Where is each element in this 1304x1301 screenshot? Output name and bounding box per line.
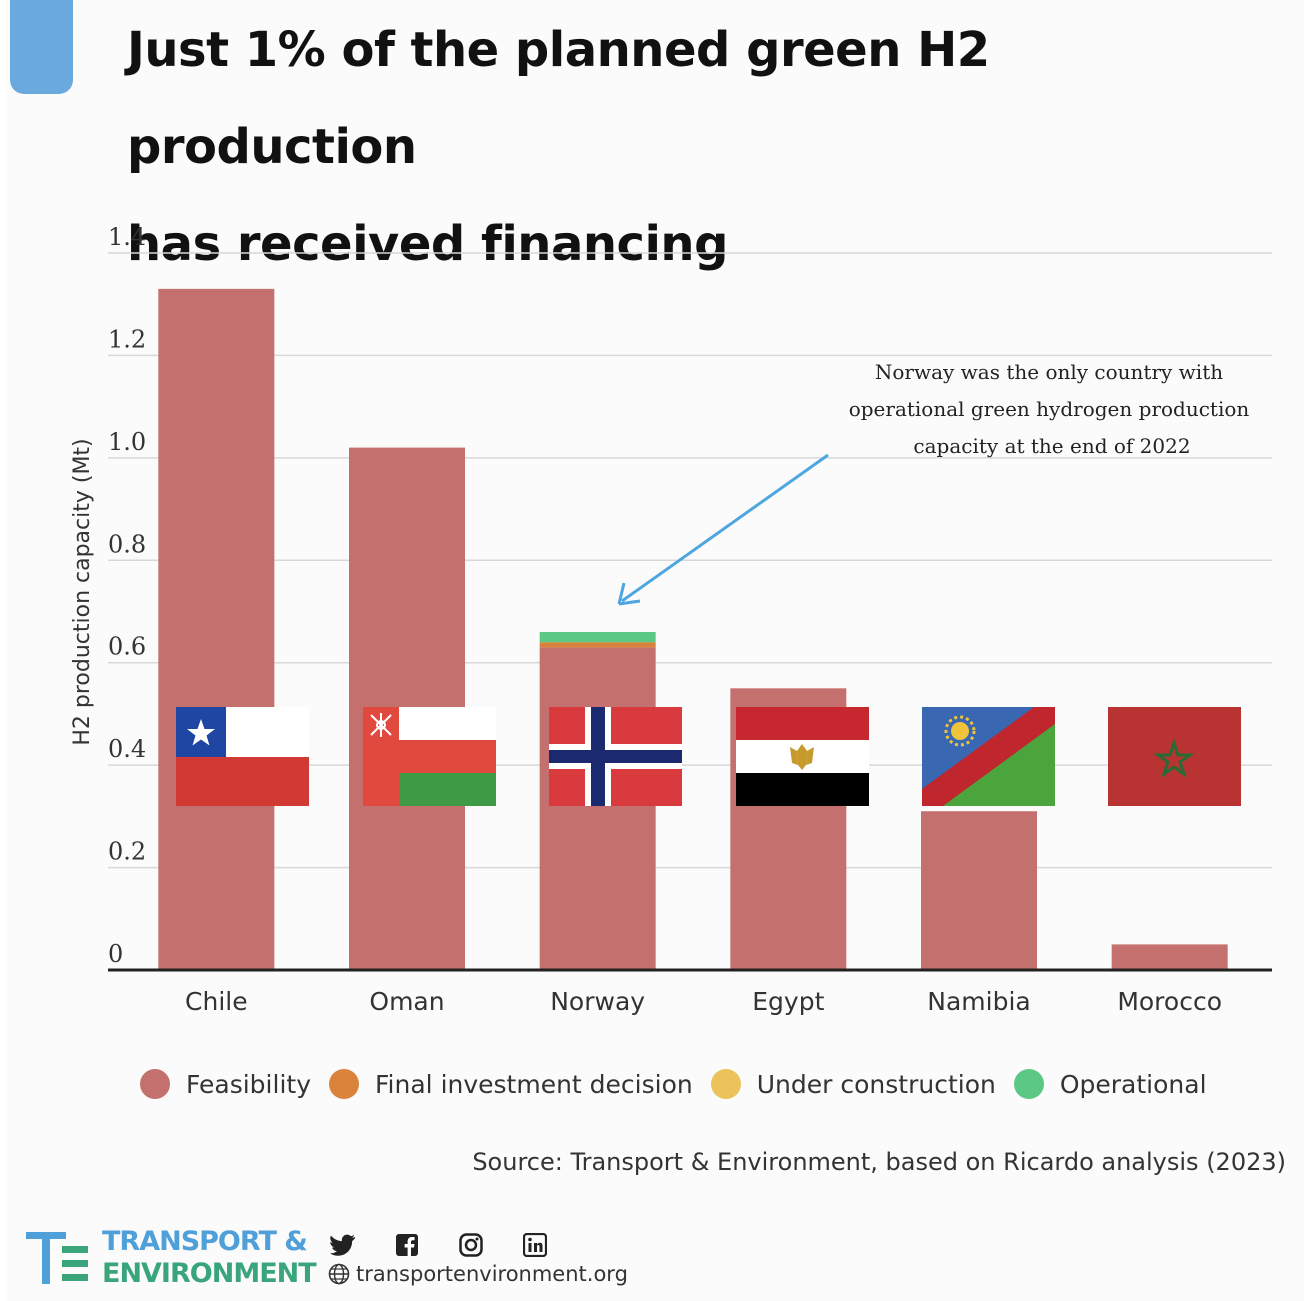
legend-label: Feasibility	[186, 1069, 311, 1099]
bar-norway-feasibility	[539, 647, 656, 970]
bar-norway-final-investment-decision	[539, 642, 656, 648]
x-tick-label: Namibia	[927, 987, 1030, 1016]
title-line-2: has received financing	[127, 216, 728, 272]
legend-swatch	[710, 1069, 741, 1099]
chile-flag	[176, 707, 309, 806]
social-links	[328, 1230, 584, 1260]
y-tick-label: 1.4	[108, 223, 146, 251]
y-tick-label: 0.6	[108, 633, 146, 661]
eagle-icon	[790, 744, 814, 770]
y-tick-label: 0.8	[108, 530, 146, 558]
footer: TRANSPORT & ENVIRONMENT transportenviron…	[26, 1226, 726, 1296]
y-axis-label: H2 production capacity (Mt)	[70, 438, 95, 745]
morocco-flag	[1108, 707, 1241, 806]
sun-icon	[951, 722, 969, 740]
annotation: Norway was the only country with operati…	[617, 360, 1250, 606]
accent-tab	[10, 0, 73, 94]
y-tick-label: 0.4	[108, 735, 146, 763]
page-title: Just 1% of the planned green H2 producti…	[127, 2, 1277, 293]
legend-swatch	[1013, 1069, 1044, 1099]
source-note: Source: Transport & Environment, based o…	[472, 1148, 1286, 1176]
annotation-arrow-line	[621, 453, 829, 603]
y-tick-label: 0	[108, 940, 123, 968]
logo-line-1: TRANSPORT &	[102, 1226, 308, 1257]
bar-chile-feasibility	[158, 288, 275, 971]
te-logo-icon	[26, 1232, 88, 1284]
annotation-line-3: capacity at the end of 2022	[913, 434, 1190, 458]
instagram-icon[interactable]	[456, 1230, 486, 1260]
facebook-icon[interactable]	[392, 1230, 422, 1260]
star-icon	[1153, 738, 1195, 778]
logo-line-2: ENVIRONMENT	[102, 1258, 317, 1289]
x-tick-label: Chile	[185, 987, 248, 1016]
legend: Feasibility Final investment decision Unde…	[140, 1062, 1225, 1106]
legend-label: Operational	[1059, 1069, 1207, 1099]
x-tick-label: Egypt	[752, 987, 824, 1016]
twitter-icon[interactable]	[328, 1230, 358, 1260]
title-line-1: Just 1% of the planned green H2 producti…	[127, 22, 990, 175]
bar-norway-operational	[539, 631, 656, 643]
legend-swatch	[329, 1069, 359, 1099]
y-axis-ticks: 0 0.2 0.4 0.6 0.8 1.0 1.2 1.4	[108, 223, 146, 968]
bar-morocco-feasibility	[1111, 944, 1228, 970]
x-tick-label: Norway	[550, 987, 645, 1016]
x-axis-ticks: Chile Oman Norway Egypt Namibia Morocco	[185, 987, 1222, 1016]
legend-item: Under construction	[710, 1069, 996, 1099]
y-tick-label: 1.2	[108, 325, 146, 353]
legend-item: Operational	[1013, 1069, 1207, 1099]
oman-emblem-icon	[370, 713, 392, 737]
website-link[interactable]: transportenvironment.org	[328, 1262, 628, 1286]
legend-label: Final investment decision	[375, 1069, 693, 1099]
legend-item: Feasibility	[140, 1069, 311, 1099]
x-tick-label: Morocco	[1117, 987, 1222, 1016]
website-text: transportenvironment.org	[356, 1262, 628, 1286]
legend-swatch	[140, 1069, 170, 1099]
namibia-flag	[922, 707, 1055, 806]
annotation-arrow-head	[617, 582, 641, 606]
bar-chart: 0 0.2 0.4 0.6 0.8 1.0 1.2 1.4 H2 production cap…	[70, 223, 1272, 1016]
annotation-line-1: Norway was the only country with	[875, 360, 1223, 384]
bars	[158, 288, 1228, 971]
linkedin-icon[interactable]	[520, 1230, 550, 1260]
egypt-flag	[736, 707, 869, 806]
legend-label: Under construction	[756, 1069, 996, 1099]
bar-namibia-feasibility	[921, 811, 1037, 970]
norway-flag	[549, 707, 682, 806]
y-tick-label: 1.0	[108, 428, 146, 456]
y-tick-label: 0.2	[108, 838, 146, 866]
legend-item: Final investment decision	[329, 1069, 693, 1099]
logo-wordmark: TRANSPORT & ENVIRONMENT	[102, 1226, 317, 1290]
oman-flag	[363, 707, 496, 806]
globe-icon	[328, 1263, 350, 1285]
annotation-line-2: operational green hydrogen production	[849, 397, 1250, 421]
x-tick-label: Oman	[369, 987, 444, 1016]
